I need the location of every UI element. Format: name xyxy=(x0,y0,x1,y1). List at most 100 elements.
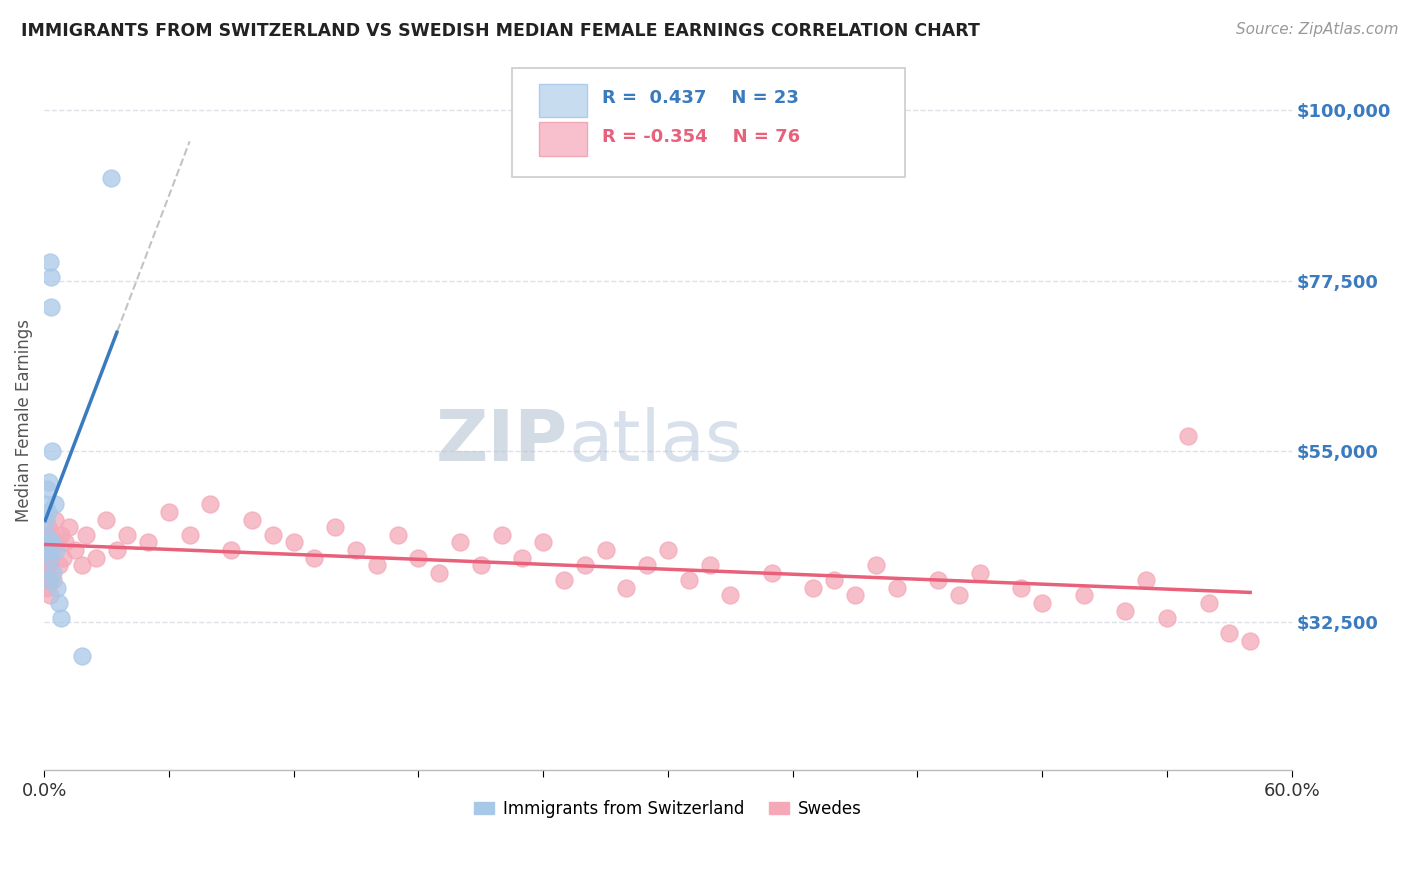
Point xyxy=(37,558,59,573)
Point xyxy=(262,528,284,542)
Point xyxy=(323,520,346,534)
Point xyxy=(38,574,60,588)
Point xyxy=(718,589,741,603)
Point xyxy=(100,171,122,186)
Point xyxy=(35,543,58,558)
FancyBboxPatch shape xyxy=(512,69,905,177)
Point xyxy=(42,566,65,580)
Point xyxy=(886,581,908,595)
Point xyxy=(70,558,93,573)
Point xyxy=(39,589,62,603)
Point xyxy=(49,528,72,542)
Point xyxy=(927,574,949,588)
Y-axis label: Median Female Earnings: Median Female Earnings xyxy=(15,319,32,523)
Point xyxy=(37,483,59,497)
Point xyxy=(1031,596,1053,610)
Point xyxy=(45,581,67,595)
Point xyxy=(35,528,58,542)
Point xyxy=(614,581,637,595)
Point xyxy=(34,498,56,512)
Point xyxy=(304,550,326,565)
Point xyxy=(105,543,128,558)
Point xyxy=(1218,626,1240,640)
Point xyxy=(38,475,60,489)
Point xyxy=(699,558,721,573)
Point xyxy=(35,574,58,588)
Point xyxy=(35,528,58,542)
Point xyxy=(41,543,63,558)
Point xyxy=(1239,634,1261,648)
Point xyxy=(53,535,76,549)
Point xyxy=(200,498,222,512)
Point xyxy=(844,589,866,603)
Point xyxy=(470,558,492,573)
Bar xyxy=(540,84,586,118)
Point xyxy=(39,254,62,268)
Point xyxy=(761,566,783,580)
Text: Source: ZipAtlas.com: Source: ZipAtlas.com xyxy=(1236,22,1399,37)
Point xyxy=(49,611,72,625)
Point xyxy=(344,543,367,558)
Point xyxy=(1156,611,1178,625)
Point xyxy=(136,535,159,549)
Text: R =  0.437    N = 23: R = 0.437 N = 23 xyxy=(602,89,799,107)
Point xyxy=(34,558,56,573)
Point xyxy=(35,513,58,527)
Point xyxy=(37,535,59,549)
Text: IMMIGRANTS FROM SWITZERLAND VS SWEDISH MEDIAN FEMALE EARNINGS CORRELATION CHART: IMMIGRANTS FROM SWITZERLAND VS SWEDISH M… xyxy=(21,22,980,40)
Point xyxy=(179,528,201,542)
Point xyxy=(948,589,970,603)
Point xyxy=(512,550,534,565)
Point xyxy=(38,574,60,588)
Point xyxy=(39,558,62,573)
Point xyxy=(84,550,107,565)
Point xyxy=(803,581,825,595)
Point xyxy=(636,558,658,573)
Point xyxy=(37,581,59,595)
Point xyxy=(35,543,58,558)
Bar xyxy=(540,122,586,156)
Point xyxy=(283,535,305,549)
Point xyxy=(41,535,63,549)
Point xyxy=(1198,596,1220,610)
Point xyxy=(44,498,66,512)
Point xyxy=(39,269,62,284)
Point xyxy=(219,543,242,558)
Point xyxy=(48,596,70,610)
Point xyxy=(41,528,63,542)
Point xyxy=(96,513,118,527)
Point xyxy=(45,535,67,549)
Point xyxy=(427,566,450,580)
Point xyxy=(678,574,700,588)
Point xyxy=(865,558,887,573)
Point xyxy=(37,520,59,534)
Point xyxy=(42,574,65,588)
Point xyxy=(75,528,97,542)
Legend: Immigrants from Switzerland, Swedes: Immigrants from Switzerland, Swedes xyxy=(468,793,868,824)
Point xyxy=(65,543,87,558)
Point xyxy=(52,550,75,565)
Point xyxy=(1073,589,1095,603)
Text: atlas: atlas xyxy=(568,408,742,476)
Point xyxy=(1010,581,1032,595)
Point xyxy=(1177,429,1199,443)
Point xyxy=(39,550,62,565)
Point xyxy=(45,543,67,558)
Point xyxy=(41,300,63,314)
Point xyxy=(117,528,139,542)
Point xyxy=(595,543,617,558)
Point xyxy=(408,550,430,565)
Point xyxy=(1135,574,1157,588)
Point xyxy=(44,513,66,527)
Point xyxy=(38,535,60,549)
Point xyxy=(37,505,59,519)
Point xyxy=(969,566,991,580)
Point xyxy=(1114,604,1136,618)
Point xyxy=(574,558,596,573)
Point xyxy=(823,574,845,588)
Point xyxy=(387,528,409,542)
Point xyxy=(553,574,575,588)
Point xyxy=(449,535,471,549)
Point xyxy=(48,558,70,573)
Point xyxy=(58,520,80,534)
